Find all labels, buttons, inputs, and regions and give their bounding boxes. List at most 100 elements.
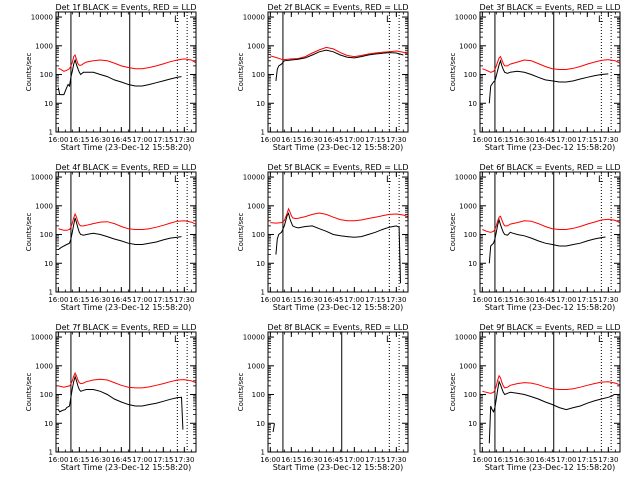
x-axis-label: Start Time (23-Dec-12 15:58:20) [61,463,192,472]
series-lld-line [482,374,620,394]
x-axis-label: Start Time (23-Dec-12 15:58:20) [485,463,616,472]
x-tick-label: 17:00 [344,136,364,144]
x-tick-label: 16:00 [472,136,492,144]
x-tick-label: 17:15 [153,136,173,144]
detector-panel: Det 3f BLACK = Events, RED = LLD Counts/s… [449,3,621,152]
x-tick-label: 16:00 [260,456,280,464]
x-axis-label: Start Time (23-Dec-12 15:58:20) [273,463,404,472]
series-lld-line [270,207,408,224]
x-tick-label: 16:15 [69,136,89,144]
series-events-line [275,49,404,81]
y-tick-label: 10000 [31,174,53,182]
panel-title: Det 8f BLACK = Events, RED = LLD [267,323,408,332]
x-axis-label: Start Time (23-Dec-12 15:58:20) [61,303,192,312]
x-tick-label: 16:00 [48,136,68,144]
detector-panel: Det 4f BLACK = Events, RED = LLD Counts/s… [25,163,197,312]
x-tick-label: 16:45 [535,456,555,464]
series-lld-line [58,53,196,72]
series-events-line [275,211,401,284]
x-axis-label: Start Time (23-Dec-12 15:58:20) [273,143,404,152]
panel-title: Det 2f BLACK = Events, RED = LLD [267,3,408,12]
x-tick-label: 16:15 [493,136,513,144]
panel-title: Det 6f BLACK = Events, RED = LLD [479,163,620,172]
y-axis-label: Counts/sec [449,373,457,412]
x-tick-label: 16:30 [302,136,322,144]
y-tick-label: 1000 [459,362,477,370]
y-tick-label: 10000 [243,14,265,22]
panel-title: Det 9f BLACK = Events, RED = LLD [479,323,620,332]
y-tick-label: 1 [473,129,477,137]
x-tick-label: 16:30 [514,136,534,144]
y-tick-label: 100 [252,71,265,79]
x-tick-label: 16:00 [472,296,492,304]
series-events-line [488,59,609,104]
y-axis-label: Counts/sec [237,53,245,92]
y-axis-label: Counts/sec [25,53,33,92]
detector-panel: Det 2f BLACK = Events, RED = LLD Counts/s… [237,3,409,152]
x-tick-label: 16:00 [260,296,280,304]
x-tick-label: 17:30 [598,296,618,304]
y-tick-label: 100 [40,391,53,399]
y-tick-label: 100 [464,391,477,399]
x-tick-label: 17:15 [577,456,597,464]
y-tick-label: 100 [252,391,265,399]
y-tick-label: 1 [261,289,265,297]
x-tick-label: 17:30 [174,136,194,144]
detector-panel: Det 6f BLACK = Events, RED = LLD Counts/s… [449,163,621,312]
y-axis-label: Counts/sec [449,213,457,252]
y-tick-label: 10 [468,100,477,108]
plot-frame [55,331,197,453]
corner-mark: L [598,335,603,345]
corner-mark: L [174,15,179,25]
y-tick-label: 10000 [243,174,265,182]
y-tick-label: 1000 [247,202,265,210]
y-axis-label: Counts/sec [25,213,33,252]
x-tick-label: 17:00 [132,296,152,304]
x-tick-label: 17:00 [344,296,364,304]
plot-frame [55,171,197,293]
x-tick-label: 16:45 [323,296,343,304]
x-tick-label: 16:15 [493,296,513,304]
x-tick-label: 16:30 [90,296,110,304]
y-tick-label: 10000 [455,14,477,22]
y-tick-label: 1 [261,129,265,137]
x-tick-label: 16:00 [260,136,280,144]
y-tick-label: 1000 [459,42,477,50]
series-lld-line [482,215,620,233]
x-tick-label: 17:00 [556,136,576,144]
plot-frame [479,11,621,133]
series-lld-line [270,46,408,61]
x-tick-label: 16:30 [302,456,322,464]
y-axis-label: Counts/sec [25,373,33,412]
x-tick-label: 17:00 [556,456,576,464]
detector-panel: Det 5f BLACK = Events, RED = LLD Counts/s… [237,163,409,312]
panel-title: Det 1f BLACK = Events, RED = LLD [55,3,196,12]
y-tick-label: 1000 [35,362,53,370]
y-tick-label: 1000 [35,202,53,210]
x-tick-label: 16:15 [69,456,89,464]
plot-frame [267,331,409,453]
y-tick-label: 100 [252,231,265,239]
y-axis-label: Counts/sec [237,373,245,412]
x-tick-label: 17:15 [153,296,173,304]
corner-mark: L [386,15,391,25]
x-tick-label: 16:30 [90,456,110,464]
x-tick-label: 17:00 [132,136,152,144]
x-tick-label: 17:30 [598,456,618,464]
y-tick-label: 100 [40,231,53,239]
y-tick-label: 10000 [31,334,53,342]
x-tick-label: 17:30 [598,136,618,144]
detector-panel: Det 9f BLACK = Events, RED = LLD Counts/s… [449,323,621,472]
y-axis-label: Counts/sec [449,53,457,92]
y-tick-label: 10000 [455,174,477,182]
y-tick-label: 10 [44,420,53,428]
x-tick-label: 17:15 [365,456,385,464]
corner-mark: L [386,335,391,345]
x-tick-label: 16:45 [111,456,131,464]
x-tick-label: 16:15 [69,296,89,304]
x-tick-label: 17:15 [577,136,597,144]
x-tick-label: 17:15 [153,456,173,464]
corner-mark: L [598,15,603,25]
series-events-line [57,58,182,96]
